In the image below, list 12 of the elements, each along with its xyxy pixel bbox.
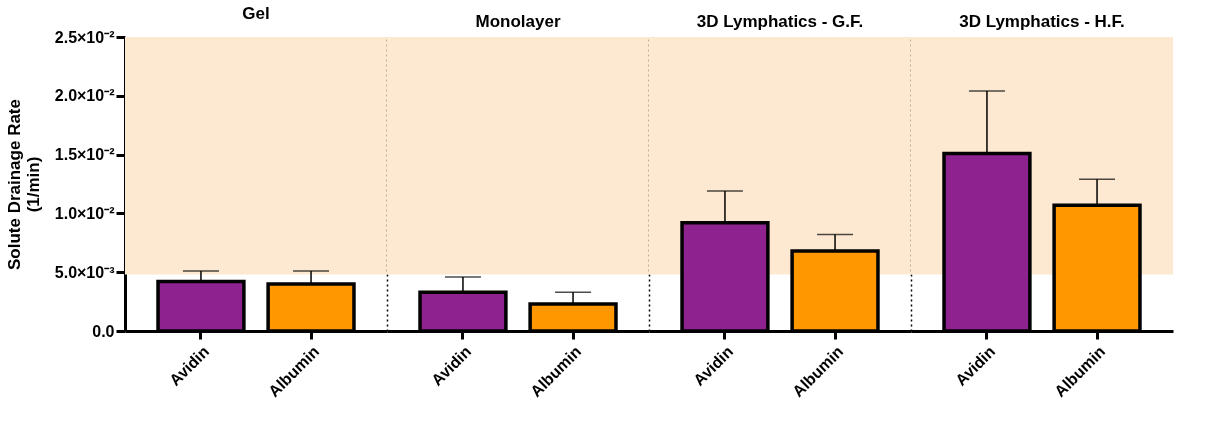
text: (1/min) xyxy=(23,156,43,213)
chart-title: Gel xyxy=(242,4,270,23)
y-tick-label: 0.0 xyxy=(92,322,115,340)
y-tick-label: 2.0×10⁻² xyxy=(54,87,115,105)
text: Solute Drainage Rate xyxy=(4,99,24,270)
chart-title: 3D Lymphatics - G.F. xyxy=(696,12,864,31)
chart-title: Monolayer xyxy=(475,12,561,31)
y-tick-label: 1.0×10⁻² xyxy=(54,204,115,222)
chart-title: 3D Lymphatics - H.F. xyxy=(959,12,1125,31)
y-tick-label: 5.0×10⁻³ xyxy=(54,263,115,281)
y-tick-label: 1.5×10⁻² xyxy=(54,146,115,164)
y-tick-label: 2.5×10⁻² xyxy=(54,28,115,46)
